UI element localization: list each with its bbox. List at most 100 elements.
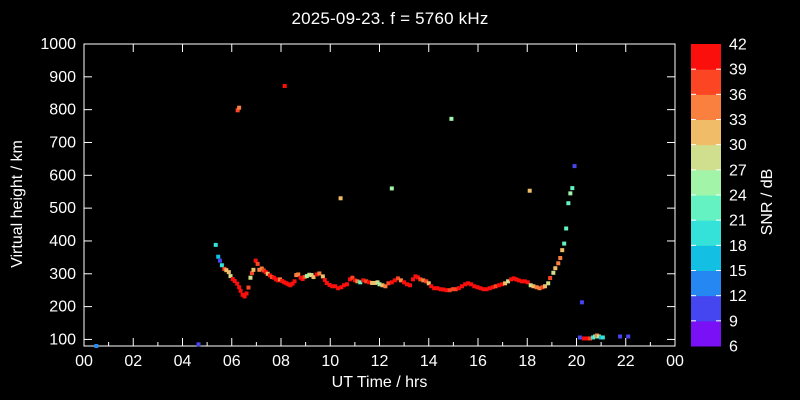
data-point [525, 280, 530, 285]
data-point [219, 263, 224, 268]
data-point [282, 280, 287, 285]
y-tick-label: 600 [49, 167, 76, 184]
y-tick-label: 800 [49, 102, 76, 119]
data-point [618, 334, 623, 339]
data-point [516, 278, 521, 283]
data-point [450, 287, 455, 292]
data-point [540, 285, 545, 290]
data-point [534, 285, 539, 290]
x-tick-label: 02 [124, 353, 142, 370]
data-point [626, 334, 631, 339]
data-point [600, 335, 605, 340]
data-point [249, 271, 254, 276]
data-point [558, 256, 563, 261]
colorbar-level [691, 119, 721, 146]
data-point [435, 286, 440, 291]
data-point [572, 164, 577, 169]
x-tick-label: 20 [568, 353, 586, 370]
data-point [449, 116, 454, 121]
data-point [302, 275, 307, 280]
x-tick-label: 18 [518, 353, 536, 370]
data-point [216, 254, 221, 259]
data-point [355, 279, 360, 284]
data-point [527, 188, 532, 193]
data-point [282, 84, 287, 89]
data-point [244, 291, 249, 296]
data-point [447, 288, 452, 293]
data-point [568, 191, 573, 196]
plot-frame [83, 43, 676, 347]
data-point [380, 283, 385, 288]
colorbar-level [691, 69, 721, 95]
colorbar-tick-label: 30 [729, 137, 747, 154]
data-point [453, 287, 458, 292]
y-tick-label: 400 [49, 233, 76, 250]
data-point [438, 287, 443, 292]
data-point [496, 283, 501, 288]
data-point [487, 286, 492, 291]
x-tick-label: 14 [420, 353, 438, 370]
data-point [546, 281, 551, 286]
data-point [410, 277, 415, 282]
data-point [253, 258, 258, 263]
data-point [235, 108, 240, 113]
colorbar-tick-label: 24 [729, 188, 747, 205]
data-point [213, 242, 218, 247]
data-point [314, 272, 319, 277]
data-point [588, 336, 593, 341]
data-point [444, 288, 449, 293]
data-point [506, 279, 511, 284]
data-point [196, 342, 201, 347]
data-point [311, 275, 316, 280]
data-point [364, 279, 369, 284]
data-point [413, 274, 418, 279]
data-point [581, 336, 586, 341]
data-point [344, 282, 349, 287]
data-point [528, 283, 533, 288]
plot-title: 2025-09-23. f = 5760 kHz [291, 9, 489, 28]
y-tick-label: 500 [49, 200, 76, 217]
x-tick-label: 06 [223, 353, 241, 370]
x-tick-label: 04 [174, 353, 192, 370]
colorbar-tick-label: 36 [729, 87, 747, 104]
data-point [338, 196, 343, 201]
data-point [237, 105, 242, 110]
data-point [232, 279, 237, 284]
data-point [347, 277, 352, 282]
data-point [475, 285, 480, 290]
data-point [307, 272, 312, 277]
data-point [383, 284, 388, 289]
data-point [484, 287, 489, 292]
data-point [322, 278, 327, 283]
data-point [562, 241, 567, 246]
data-point [459, 284, 464, 289]
data-point [377, 282, 382, 287]
data-point [463, 282, 468, 287]
colorbar-tick-label: 18 [729, 238, 747, 255]
data-point [237, 285, 242, 290]
colorbar-level [691, 245, 721, 271]
data-point [511, 276, 516, 281]
x-tick-label: 08 [272, 353, 290, 370]
data-point [531, 284, 536, 289]
data-point [251, 267, 256, 272]
data-point [317, 271, 322, 276]
data-point [395, 276, 400, 281]
y-tick-label: 900 [49, 69, 76, 86]
x-tick-label: 16 [469, 353, 487, 370]
data-point [426, 281, 431, 286]
data-point [255, 261, 260, 266]
data-point [292, 279, 297, 284]
data-point [432, 286, 437, 291]
data-point [392, 278, 397, 283]
data-point [336, 286, 341, 291]
data-point [296, 272, 301, 277]
data-point [339, 285, 344, 290]
data-point [478, 286, 483, 291]
colorbar-tick-label: 39 [729, 62, 747, 79]
data-point [577, 335, 582, 340]
data-point [389, 280, 394, 285]
data-point [361, 278, 366, 283]
data-point [469, 282, 474, 287]
data-point [556, 261, 561, 266]
